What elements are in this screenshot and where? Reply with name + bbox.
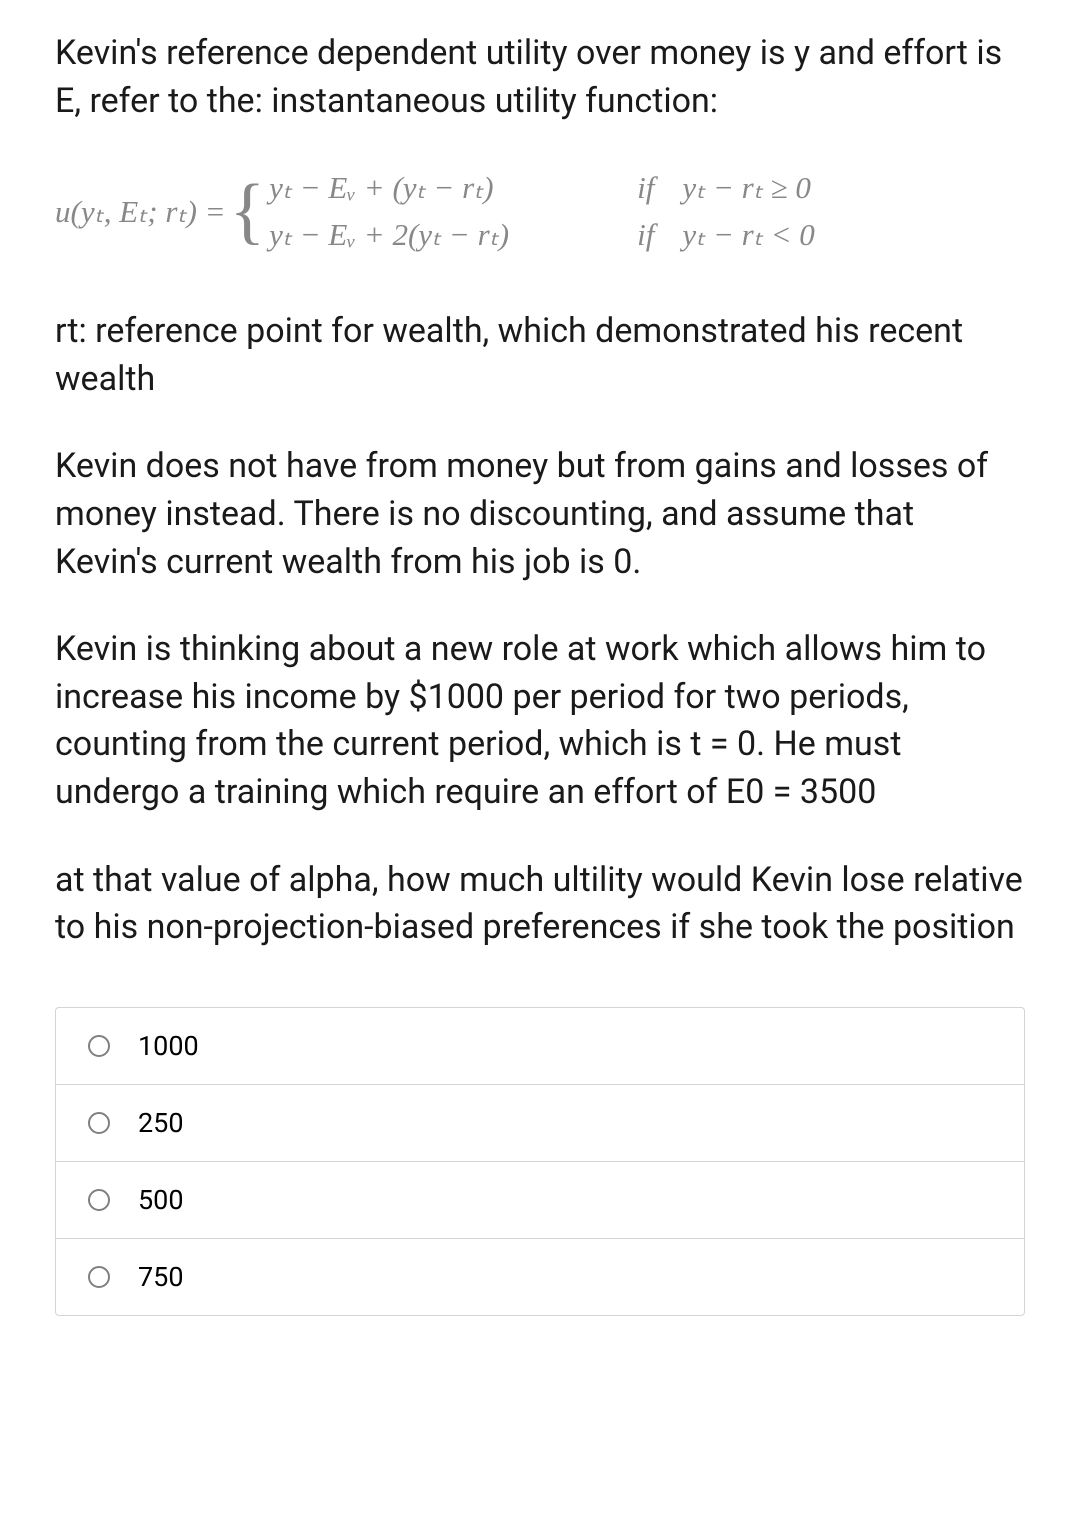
answer-option-1000[interactable]: 1000 — [56, 1008, 1024, 1085]
radio-icon — [88, 1112, 110, 1134]
question-paragraph-2: rt: reference point for wealth, which de… — [55, 308, 1025, 403]
option-label: 250 — [138, 1107, 184, 1139]
question-paragraph-1: Kevin's reference dependent utility over… — [55, 30, 1025, 125]
equation-cases: yₜ − Eᵥ + (yₜ − rₜ) if yₜ − rₜ ≥ 0 yₜ − … — [269, 165, 892, 258]
radio-icon — [88, 1266, 110, 1288]
equation-lhs: u(yₜ, Eₜ; rₜ) = — [55, 194, 226, 230]
radio-icon — [88, 1189, 110, 1211]
answer-options-group: 1000 250 500 750 — [55, 1007, 1025, 1316]
equation-case-1: yₜ − Eᵥ + (yₜ − rₜ) if yₜ − rₜ ≥ 0 — [269, 165, 892, 212]
answer-option-750[interactable]: 750 — [56, 1239, 1024, 1315]
answer-option-250[interactable]: 250 — [56, 1085, 1024, 1162]
case2-expression: yₜ − Eᵥ + 2(yₜ − rₜ) — [269, 212, 609, 259]
case2-if: if — [637, 212, 654, 259]
case2-condition: yₜ − rₜ < 0 — [682, 212, 892, 259]
brace-icon: { — [230, 182, 266, 241]
question-paragraph-5: at that value of alpha, how much ultilit… — [55, 857, 1025, 952]
question-paragraph-4: Kevin is thinking about a new role at wo… — [55, 626, 1025, 816]
equation-case-2: yₜ − Eᵥ + 2(yₜ − rₜ) if yₜ − rₜ < 0 — [269, 212, 892, 259]
radio-icon — [88, 1035, 110, 1057]
case1-if: if — [637, 165, 654, 212]
option-label: 1000 — [138, 1030, 199, 1062]
utility-function-equation: u(yₜ, Eₜ; rₜ) = { yₜ − Eᵥ + (yₜ − rₜ) if… — [55, 165, 1025, 258]
question-paragraph-3: Kevin does not have from money but from … — [55, 443, 1025, 586]
answer-option-500[interactable]: 500 — [56, 1162, 1024, 1239]
case1-condition: yₜ − rₜ ≥ 0 — [682, 165, 892, 212]
option-label: 750 — [138, 1261, 184, 1293]
case1-expression: yₜ − Eᵥ + (yₜ − rₜ) — [269, 165, 609, 212]
option-label: 500 — [138, 1184, 184, 1216]
